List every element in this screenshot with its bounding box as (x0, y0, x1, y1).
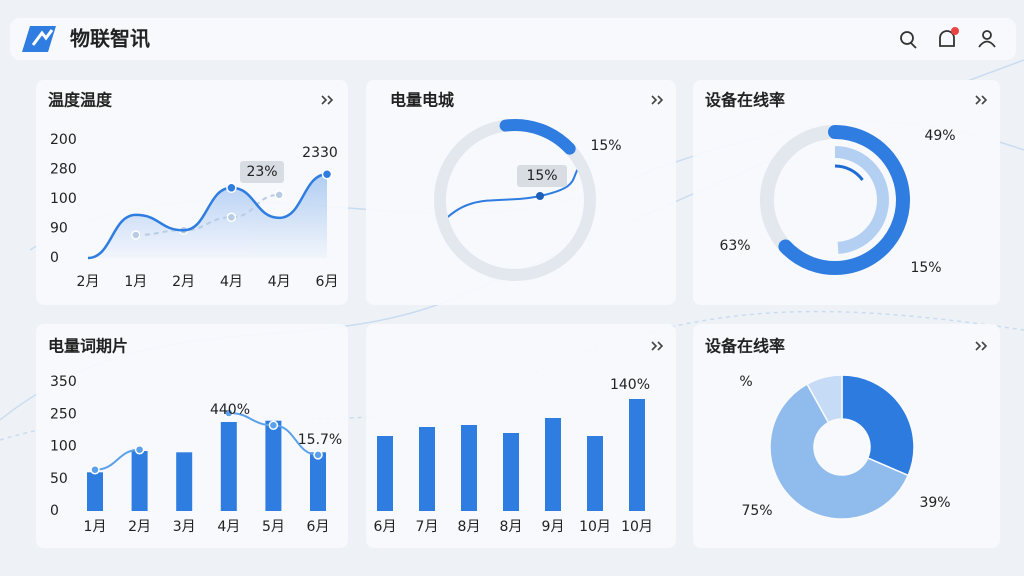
point (536, 192, 544, 200)
x-tick-label: 2月 (128, 519, 151, 535)
bar (461, 425, 477, 511)
pie-slice (769, 383, 910, 520)
panel-title: 设备在线率 (705, 91, 785, 110)
y-tick-label: 280 (50, 162, 77, 178)
y-tick-label: 100 (50, 191, 77, 207)
x-tick-label: 7月 (416, 519, 439, 535)
x-tick-label: 1月 (124, 274, 147, 290)
panel-title: 电量词期片 (48, 337, 128, 356)
x-tick-label: 6月 (307, 519, 330, 535)
y-tick-label: 200 (50, 132, 77, 148)
bar (87, 472, 103, 511)
bar (629, 399, 645, 511)
x-tick-label: 1月 (84, 519, 107, 535)
bar (377, 436, 393, 511)
y-tick-label: 90 (50, 221, 68, 237)
y-tick-label: 0 (50, 250, 59, 266)
annotation: 2330 (302, 145, 338, 161)
bar (419, 427, 435, 511)
user-icon[interactable] (978, 30, 996, 48)
bar (503, 433, 519, 511)
value-label: 39% (919, 495, 950, 511)
x-tick-label: 4月 (268, 274, 291, 290)
ring-arc (778, 125, 910, 275)
panel-title: 电量电城 (390, 91, 454, 110)
x-tick-label: 2月 (77, 274, 100, 290)
ring-arc (834, 164, 864, 181)
y-tick-label: 350 (50, 374, 77, 390)
value-label: 63% (719, 238, 750, 254)
line-series (94, 448, 140, 471)
annotation: 23% (246, 164, 277, 180)
logo (22, 26, 56, 52)
annotation: 440% (210, 402, 250, 418)
search-icon[interactable] (900, 31, 917, 49)
label-box (517, 165, 567, 187)
value-label: 15% (910, 260, 941, 276)
bar (545, 418, 561, 511)
point (321, 168, 333, 180)
gauge-arc (499, 119, 576, 155)
pie-slice (841, 374, 915, 477)
point (226, 182, 237, 194)
area (88, 174, 327, 258)
bell-icon[interactable] (939, 27, 959, 47)
point (313, 450, 323, 460)
label-box (240, 161, 284, 183)
x-tick-label: 4月 (220, 274, 243, 290)
ring-arc (834, 146, 889, 254)
x-tick-label: 8月 (458, 519, 481, 535)
annotation: 15.7% (298, 432, 342, 448)
y-tick-label: 0 (50, 503, 59, 519)
panel-title: 温度温度 (47, 91, 113, 110)
value-label: % (739, 374, 752, 390)
x-tick-label: 5月 (262, 519, 285, 535)
bar (265, 420, 282, 511)
point (131, 230, 141, 240)
value-label: 15% (526, 168, 557, 184)
panel-title: 设备在线率 (705, 337, 785, 356)
y-tick-label: 50 (50, 471, 68, 487)
x-tick-label: 8月 (500, 519, 523, 535)
value-label: 49% (924, 128, 955, 144)
point (268, 420, 279, 430)
x-tick-label: 10月 (579, 519, 611, 535)
y-tick-label: 100 (50, 439, 77, 455)
app-title: 物联智讯 (70, 27, 150, 51)
x-tick-label: 6月 (374, 519, 397, 535)
x-tick-label: 9月 (542, 519, 565, 535)
value-label: 75% (741, 503, 772, 519)
bar (310, 452, 326, 511)
y-tick-label: 250 (50, 406, 77, 422)
point (274, 190, 284, 200)
point (90, 464, 100, 475)
x-tick-label: 2月 (172, 274, 195, 290)
pie-slice (806, 374, 843, 424)
annotation: 15% (590, 138, 621, 154)
bar (587, 436, 603, 511)
annotation: 140% (610, 377, 650, 393)
bar (220, 421, 237, 511)
header-bar (10, 18, 1016, 60)
point (134, 444, 145, 455)
line-series (87, 172, 328, 260)
bar (176, 452, 193, 511)
point (224, 408, 234, 418)
bar (131, 451, 148, 511)
x-tick-label: 3月 (173, 519, 196, 535)
more-icons[interactable] (321, 95, 988, 351)
x-tick-label: 4月 (217, 519, 240, 535)
x-tick-label: 6月 (316, 274, 339, 290)
x-tick-label: 10月 (621, 519, 653, 535)
point (226, 212, 237, 223)
